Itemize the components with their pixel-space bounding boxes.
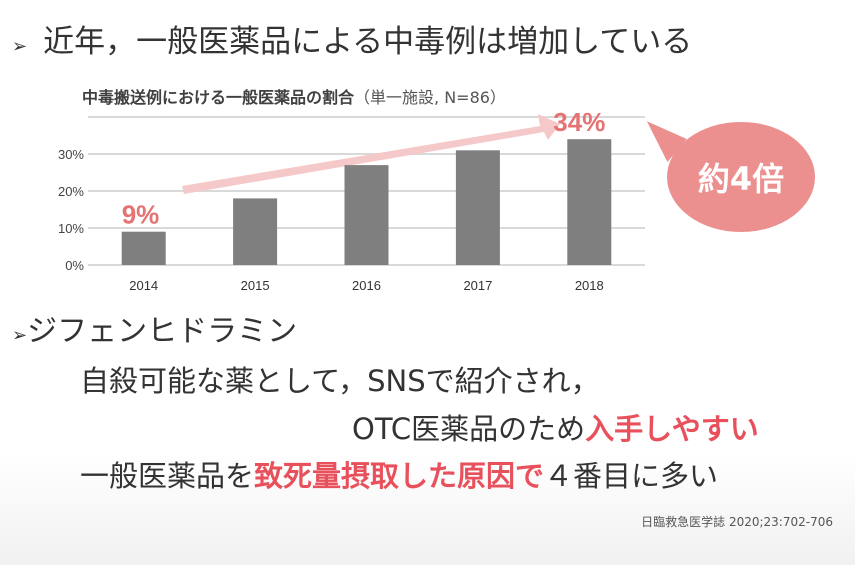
x-tick-label: 2017	[463, 278, 492, 293]
callout-bubble: 約4倍	[667, 122, 815, 232]
bar-2015	[233, 198, 278, 265]
bar-chart: 0% 10% 20% 30% 2014 2015 2016 2017 2018 9% 34%	[58, 107, 645, 293]
line2-text: OTC医薬品のため	[352, 412, 586, 446]
line2-highlight: 入手しやすい	[585, 412, 759, 446]
bullet-arrow-icon: ➢	[12, 36, 28, 57]
subheading-text: ジフェンヒドラミン	[27, 314, 298, 349]
x-tick-label: 2016	[352, 278, 381, 293]
bar-2014	[121, 231, 166, 265]
x-tick-label: 2015	[241, 278, 270, 293]
x-tick-label: 2018	[575, 278, 604, 293]
citation: 日臨救急医学誌 2020;23:702-706	[641, 515, 833, 529]
body-line-3: 一般医薬品を致死量摂取した原因で４番目に多い	[80, 453, 718, 495]
bar-2016	[344, 165, 389, 265]
line3-highlight: 致死量摂取した原因で	[254, 459, 545, 493]
chart-title-text: 中毒搬送例における一般医薬品の割合	[82, 88, 355, 107]
slide-subheading: ➢ジフェンヒドラミン	[12, 306, 297, 350]
bar-2017	[455, 150, 500, 265]
trend-arrow	[182, 114, 560, 194]
chart-subtitle: （単一施設, N=86）	[354, 88, 506, 107]
heading-text: 近年，一般医薬品による中毒例は増加している	[43, 24, 693, 60]
body-line-2: OTC医薬品のため入手しやすい	[352, 406, 759, 448]
line3-text-a: 一般医薬品を	[80, 459, 255, 493]
bullet-arrow-icon: ➢	[12, 325, 28, 346]
chart-title: 中毒搬送例における一般医薬品の割合（単一施設, N=86）	[82, 84, 506, 108]
body-line-1: 自殺可能な薬として，SNSで紹介され，	[80, 364, 600, 398]
y-tick-label: 0%	[65, 258, 84, 273]
bar-2018	[567, 139, 612, 265]
callout-text: 約4倍	[697, 160, 785, 198]
y-tick-label: 30%	[58, 147, 84, 162]
line3-text-b: ４番目に多い	[544, 459, 719, 493]
y-tick-label: 20%	[58, 184, 84, 199]
slide-heading: ➢ 近年，一般医薬品による中毒例は増加している	[12, 16, 692, 61]
data-label-first: 9%	[122, 200, 160, 230]
data-label-last: 34%	[553, 107, 605, 137]
x-tick-label: 2014	[129, 278, 158, 293]
y-tick-label: 10%	[58, 221, 84, 236]
